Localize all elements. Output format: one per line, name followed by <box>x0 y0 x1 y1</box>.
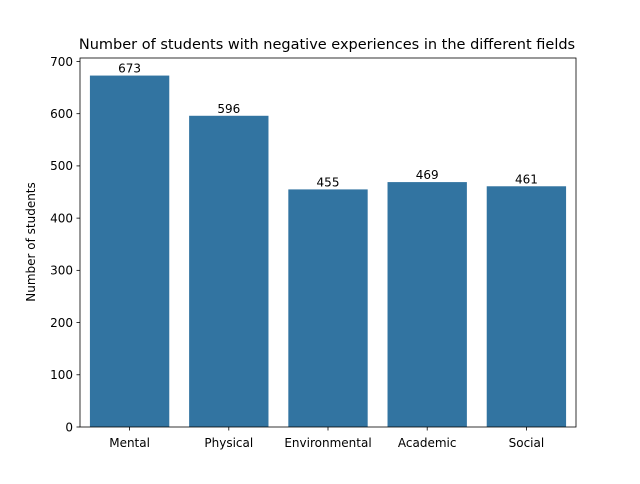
data-label-social: 461 <box>515 172 538 186</box>
plot-frame <box>79 57 577 428</box>
y-tick-label-0: 0 <box>65 420 73 434</box>
y-axis-label: Number of students <box>24 182 38 302</box>
bar-mental <box>89 75 170 428</box>
ticks-layer: Mental Physical Environmental Academic Socia… <box>50 55 544 450</box>
bar-academic <box>387 182 467 427</box>
data-label-mental: 673 <box>118 62 141 76</box>
x-tick-label-environmental: Environmental <box>284 436 371 450</box>
y-tick-label-500: 500 <box>50 159 73 173</box>
y-tick-label-200: 200 <box>50 316 73 330</box>
y-tick-label-100: 100 <box>50 368 73 382</box>
bar-physical <box>189 115 269 427</box>
bar-environmental <box>288 189 368 427</box>
x-tick-label-physical: Physical <box>204 436 253 450</box>
data-label-academic: 469 <box>416 168 439 182</box>
y-tick-label-700: 700 <box>50 55 73 69</box>
y-tick-label-300: 300 <box>50 264 73 278</box>
data-labels-layer: 673 596 455 469 461 <box>118 62 538 190</box>
data-label-environmental: 455 <box>317 175 340 189</box>
x-tick-label-mental: Mental <box>109 436 150 450</box>
bars-layer <box>89 75 567 428</box>
chart-title: Number of students with negative experie… <box>79 37 575 53</box>
data-label-physical: 596 <box>217 102 240 116</box>
y-tick-label-600: 600 <box>50 107 73 121</box>
x-tick-label-social: Social <box>509 436 545 450</box>
bar-social <box>486 186 567 427</box>
x-tick-label-academic: Academic <box>398 436 457 450</box>
y-tick-label-400: 400 <box>50 211 73 225</box>
